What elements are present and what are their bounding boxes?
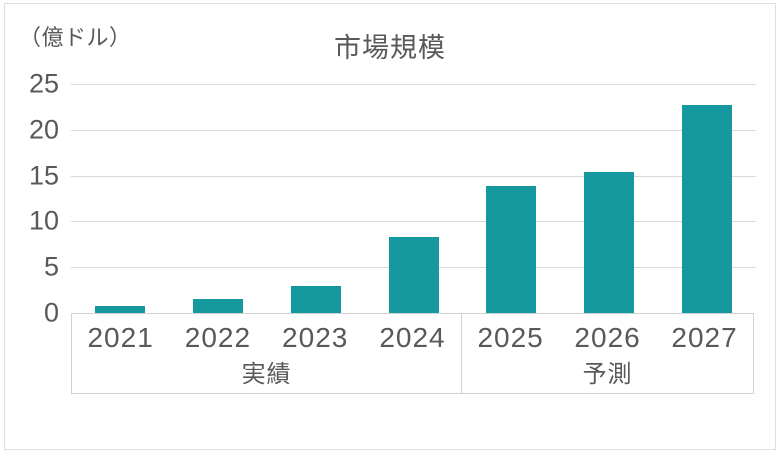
y-tick-label-20: 20: [28, 114, 59, 145]
x-tick-label-2023: 2023: [282, 322, 349, 353]
axis-group-label: 実績: [241, 361, 292, 388]
bar-2024: [388, 236, 439, 313]
y-tick-label-0: 0: [43, 297, 59, 328]
bar-2027: [682, 105, 733, 313]
x-tick-label-2021: 2021: [87, 322, 154, 353]
x-tick-label-2025: 2025: [477, 322, 544, 353]
bar-2023: [290, 285, 341, 313]
x-tick-label-2024: 2024: [379, 322, 446, 353]
x-tick-label-2022: 2022: [184, 322, 252, 353]
chart-card: （億ドル） 市場規模 0 5 10 15 20 25 2021 2022 2023 2024 実績…: [4, 3, 776, 450]
bar-2025: [486, 185, 537, 313]
gridline-25: [71, 84, 756, 85]
y-tick-label-10: 10: [28, 205, 59, 236]
category-axis: 2021 2022 2023 2024 実績 2025 2026 2027 予測: [71, 313, 754, 394]
axis-group-予測: 2025 2026 2027 予測: [461, 314, 753, 393]
x-tick-label-2027: 2027: [671, 322, 738, 353]
chart-title: 市場規模: [334, 33, 446, 63]
bar-2021: [94, 305, 145, 313]
y-axis-unit-label: （億ドル）: [19, 25, 132, 50]
gridline-10: [71, 221, 756, 223]
y-tick-label-15: 15: [28, 160, 59, 191]
gridline-20: [71, 129, 756, 131]
bar-2026: [584, 171, 635, 313]
x-tick-label-2026: 2026: [574, 322, 641, 353]
bar-2022: [192, 299, 243, 313]
y-tick-label-25: 25: [28, 68, 59, 99]
y-tick-label-5: 5: [43, 251, 59, 282]
axis-group-label: 予測: [582, 361, 633, 388]
plot-area: 0 5 10 15 20 25: [29, 70, 756, 326]
gridline-15: [71, 175, 756, 177]
year-label-row: 2021 2022 2023 2024: [72, 314, 461, 354]
year-label-row: 2025 2026 2027: [462, 314, 753, 354]
axis-group-実績: 2021 2022 2023 2024 実績: [72, 314, 461, 393]
